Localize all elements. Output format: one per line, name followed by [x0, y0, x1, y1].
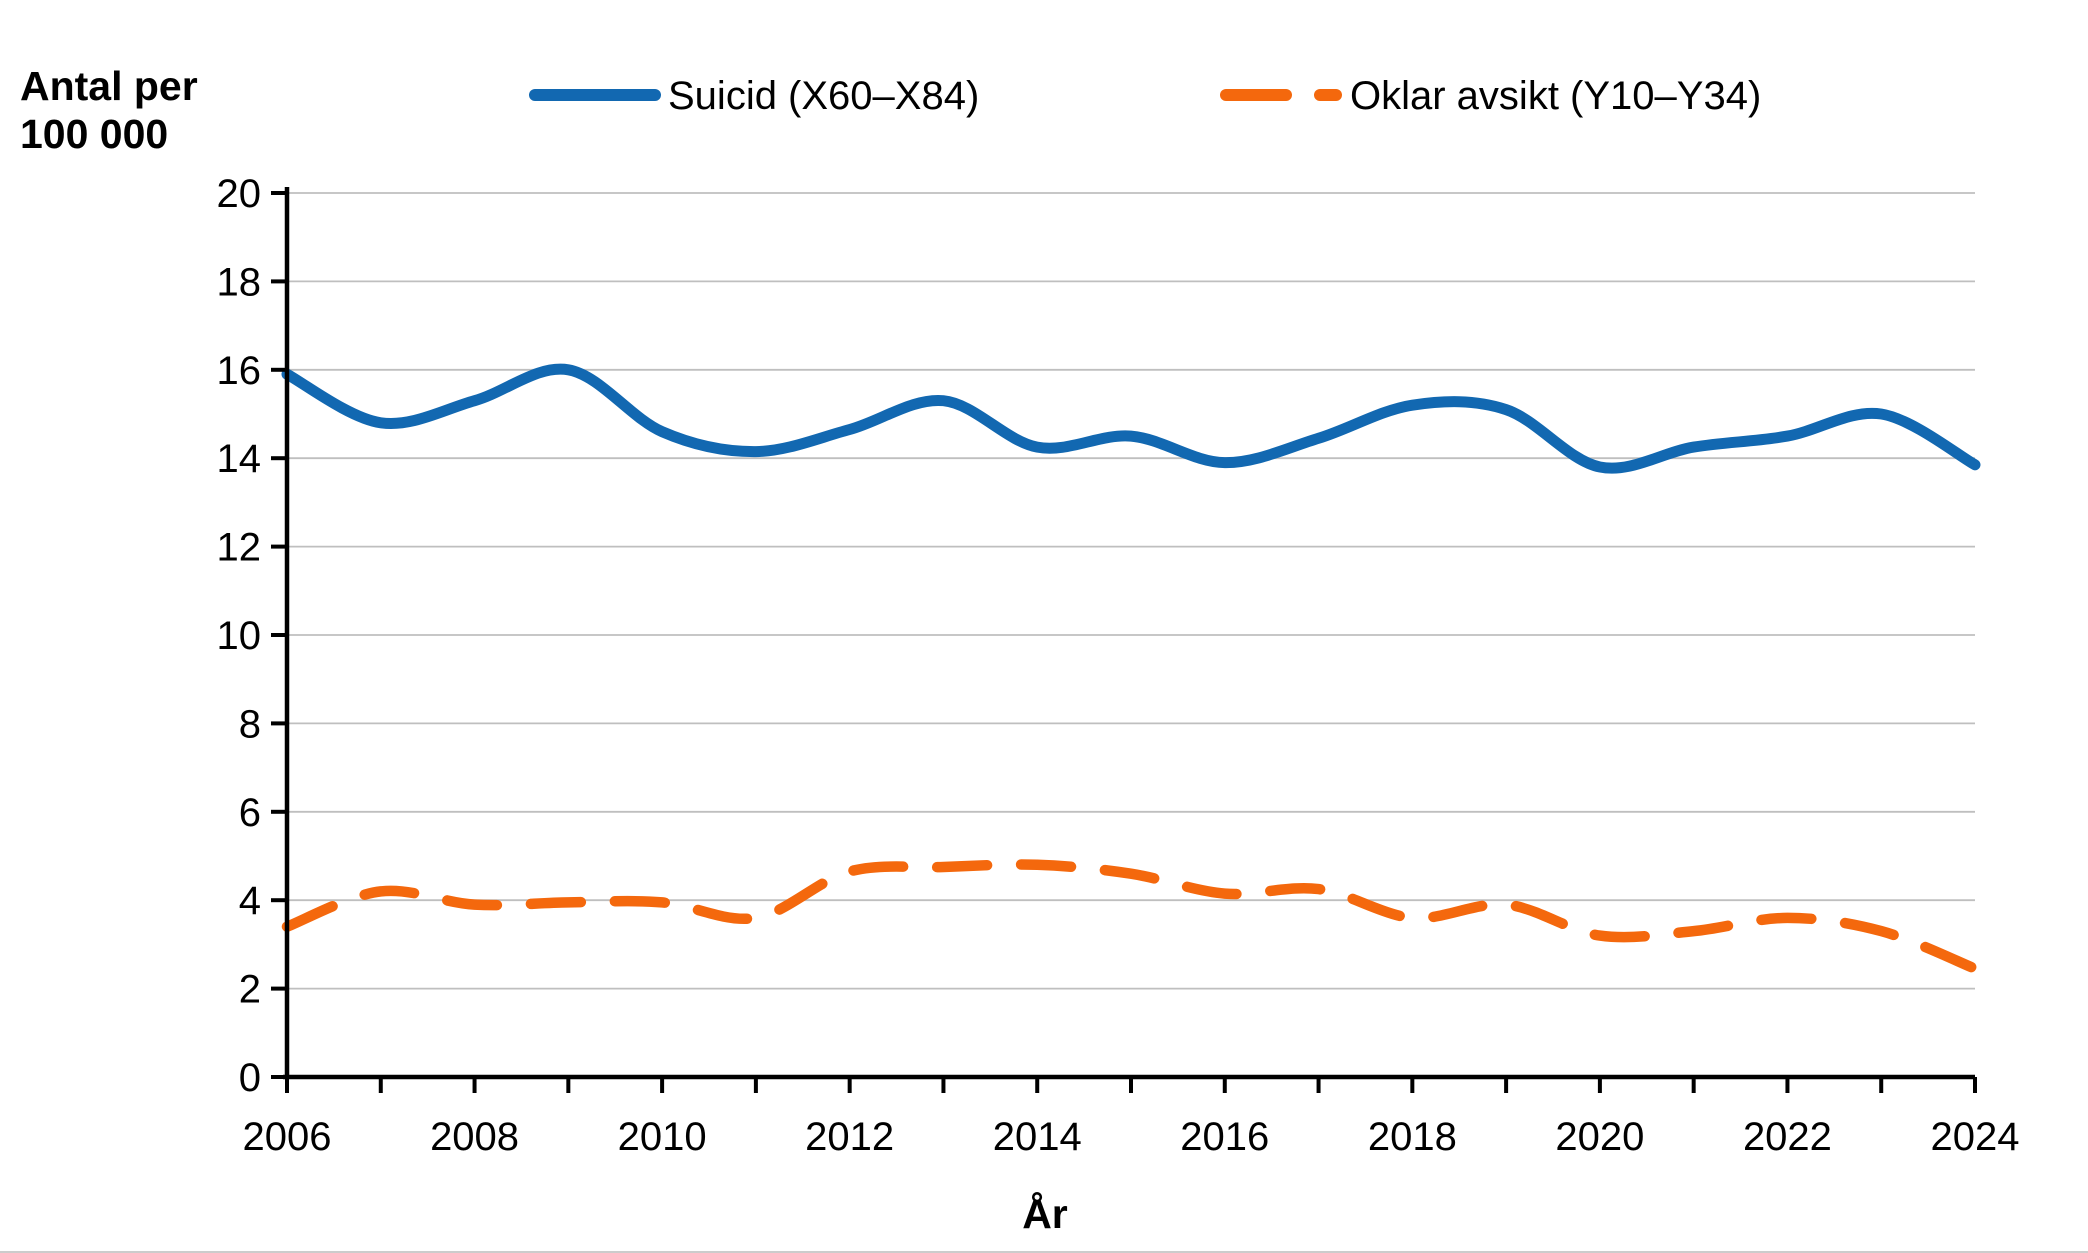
axes: [271, 187, 1977, 1093]
y-axis-tick-labels: 0 2 4 6 8 10 12 14 16 18 20: [217, 172, 262, 1100]
series-suicid-line: [281, 363, 1981, 474]
y-tick-label: 8: [239, 702, 261, 746]
y-tick-label: 12: [217, 526, 262, 570]
x-tick-label: 2022: [1743, 1115, 1832, 1159]
x-tick-label: 2006: [243, 1115, 332, 1159]
y-tick-label: 18: [217, 260, 262, 304]
legend: Suicid (X60–X84) Oklar avsikt (Y10–Y34): [529, 74, 1761, 118]
x-tick-label: 2020: [1555, 1115, 1644, 1159]
y-tick-label: 2: [239, 968, 261, 1012]
y-axis-title-line2: 100 000: [20, 111, 168, 157]
x-tick-label: 2010: [618, 1115, 707, 1159]
legend-item-oklar-avsikt: Oklar avsikt (Y10–Y34): [1220, 74, 1761, 118]
y-tick-label: 4: [239, 879, 261, 923]
y-axis-title-line1: Antal per: [20, 63, 198, 109]
series-oklar-avsikt-line: [281, 859, 1981, 974]
legend-label-oklar-avsikt: Oklar avsikt (Y10–Y34): [1350, 74, 1761, 118]
y-axis-title: Antal per 100 000: [20, 63, 198, 157]
y-tick-label: 0: [239, 1056, 261, 1100]
x-tick-label: 2016: [1180, 1115, 1269, 1159]
x-axis-tick-labels: 2006 2008 2010 2012 2014 2016 2018 2020 2022 2024: [243, 1115, 2020, 1159]
y-tick-label: 6: [239, 791, 261, 835]
y-tick-label: 16: [217, 349, 262, 393]
x-tick-label: 2012: [805, 1115, 894, 1159]
legend-item-suicid: Suicid (X60–X84): [529, 74, 979, 118]
x-tick-label: 2008: [430, 1115, 519, 1159]
y-tick-label: 20: [217, 172, 262, 216]
x-tick-label: 2024: [1931, 1115, 2020, 1159]
y-tick-label: 14: [217, 437, 262, 481]
x-axis-title: År: [1022, 1191, 1068, 1237]
series-lines: [281, 363, 1981, 974]
y-tick-label: 10: [217, 614, 262, 658]
x-tick-label: 2014: [993, 1115, 1082, 1159]
x-tick-label: 2018: [1368, 1115, 1457, 1159]
legend-label-suicid: Suicid (X60–X84): [668, 74, 979, 118]
